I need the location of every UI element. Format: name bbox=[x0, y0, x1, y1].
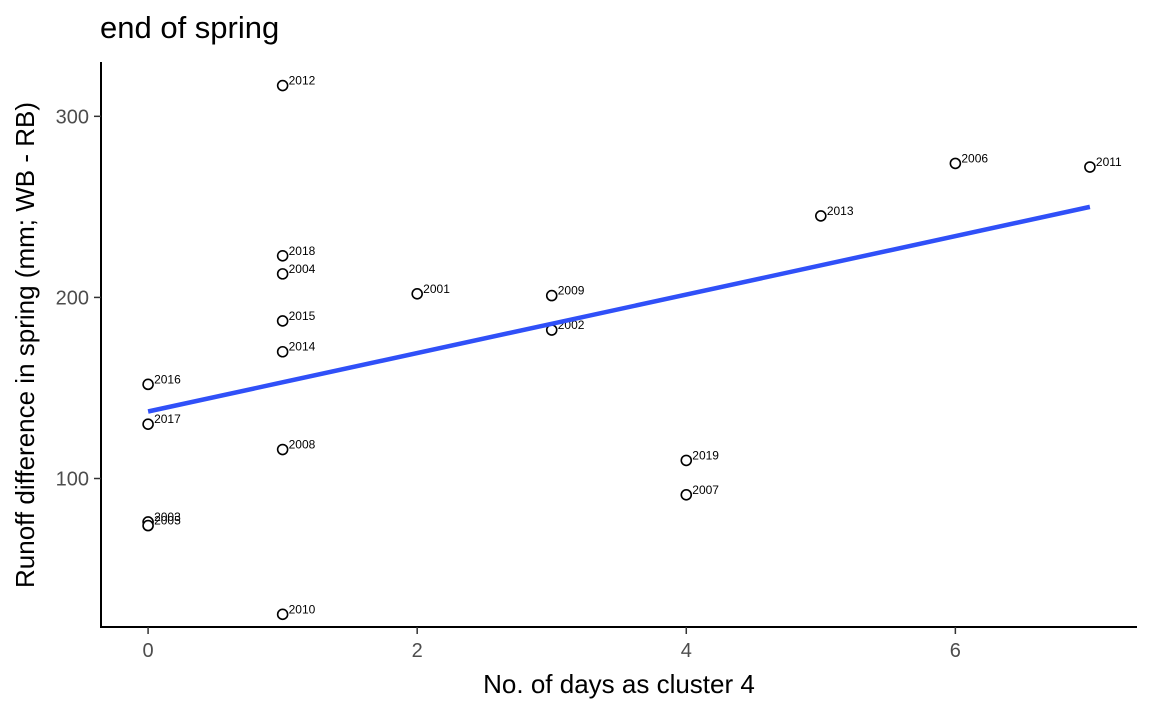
y-axis-ticks: 100 200 300 bbox=[56, 106, 101, 491]
y-tick-label: 200 bbox=[56, 287, 89, 309]
point-label: 2001 bbox=[423, 282, 450, 296]
point-label: 2007 bbox=[692, 483, 719, 497]
point-label: 2011 bbox=[1096, 155, 1122, 169]
data-point bbox=[276, 608, 289, 621]
point-label: 2019 bbox=[692, 448, 719, 462]
point-label: 2015 bbox=[289, 309, 316, 323]
y-tick-label: 300 bbox=[56, 106, 89, 128]
point-label: 2013 bbox=[827, 204, 854, 218]
y-axis-title: Runoff difference in spring (mm; WB - RB… bbox=[10, 102, 40, 588]
data-point bbox=[276, 315, 289, 327]
point-label: 2010 bbox=[289, 602, 316, 616]
data-point bbox=[545, 289, 558, 302]
data-point bbox=[276, 249, 289, 262]
data-point bbox=[815, 210, 827, 222]
data-point bbox=[411, 287, 423, 300]
x-tick-label: 6 bbox=[950, 640, 961, 662]
point-label: 2005 bbox=[154, 514, 181, 528]
data-point bbox=[142, 418, 154, 430]
trend-line bbox=[147, 204, 1091, 414]
x-tick-label: 0 bbox=[143, 640, 154, 662]
x-tick-label: 2 bbox=[412, 640, 423, 662]
point-label: 2016 bbox=[154, 372, 181, 386]
data-point bbox=[949, 157, 962, 170]
point-label: 2009 bbox=[558, 284, 585, 298]
x-tick-label: 4 bbox=[681, 640, 692, 662]
data-point bbox=[276, 79, 289, 92]
point-label: 2014 bbox=[289, 340, 316, 354]
point-label: 2017 bbox=[154, 412, 181, 426]
point-label: 2012 bbox=[289, 74, 316, 88]
data-point bbox=[276, 443, 289, 456]
point-label: 2006 bbox=[961, 151, 988, 165]
data-point bbox=[276, 268, 289, 280]
data-point bbox=[680, 454, 693, 467]
data-point bbox=[276, 345, 289, 358]
x-axis-title: No. of days as cluster 4 bbox=[483, 669, 755, 699]
chart-title: end of spring bbox=[100, 10, 279, 45]
data-point bbox=[142, 519, 154, 532]
y-tick-label: 100 bbox=[56, 469, 89, 491]
point-label: 2018 bbox=[289, 244, 316, 258]
data-point bbox=[142, 378, 154, 391]
data-point bbox=[680, 489, 693, 501]
x-axis-ticks: 0 2 4 6 bbox=[143, 627, 961, 662]
data-point bbox=[1084, 161, 1096, 173]
point-label: 2004 bbox=[289, 262, 316, 276]
point-label: 2003 bbox=[154, 510, 181, 524]
point-label: 2008 bbox=[289, 438, 316, 452]
